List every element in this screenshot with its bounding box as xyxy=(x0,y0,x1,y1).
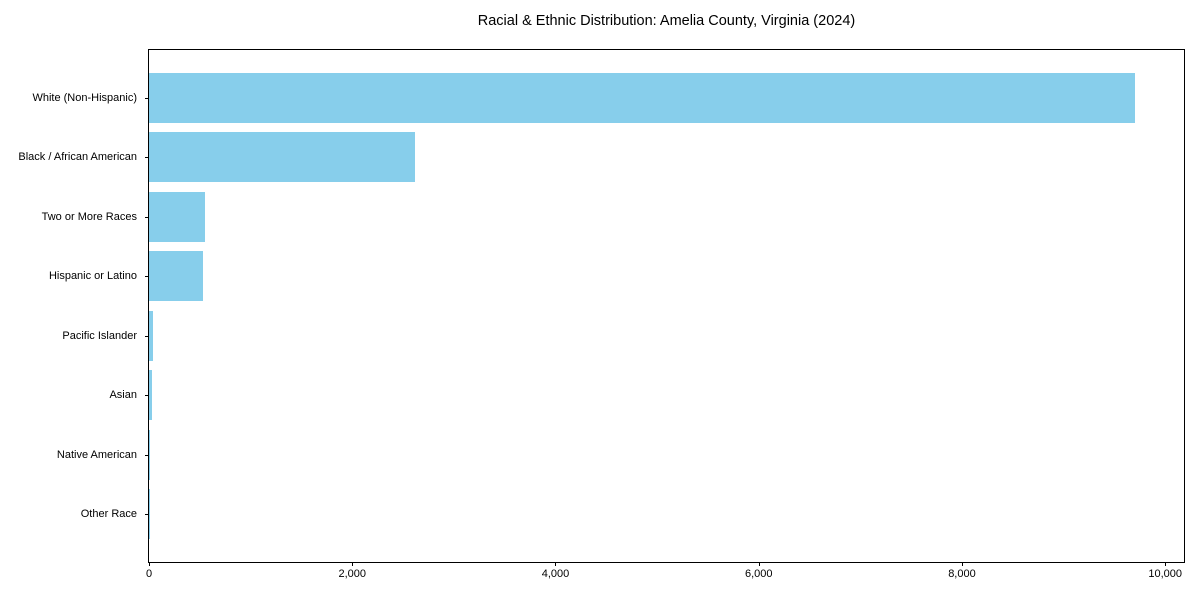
bar-row: White (Non-Hispanic) xyxy=(32,68,1184,128)
y-tick xyxy=(145,395,149,397)
y-axis-label: Native American xyxy=(56,448,137,461)
bar-row: Pacific Islander xyxy=(62,306,1184,366)
x-tick-label: 6,000 xyxy=(744,568,773,580)
y-axis-label: Hispanic or Latino xyxy=(48,270,137,283)
bar-row: Other Race xyxy=(81,485,1184,545)
y-tick xyxy=(145,97,149,99)
y-axis-label: Black / African American xyxy=(18,151,137,164)
x-tick-label: 8,000 xyxy=(948,568,976,580)
bar xyxy=(149,251,203,302)
bar xyxy=(149,191,205,242)
x-tick xyxy=(352,562,354,566)
x-tick-label: 2,000 xyxy=(338,568,366,580)
y-tick xyxy=(145,157,149,159)
y-axis-label: Asian xyxy=(109,389,137,402)
x-tick xyxy=(758,562,760,566)
plot-area: White (Non-Hispanic) Black / African Amer… xyxy=(18,49,1185,580)
bar-row: Hispanic or Latino xyxy=(49,247,1184,307)
bar xyxy=(149,429,151,480)
x-tick-label: 4,000 xyxy=(541,568,570,580)
y-tick xyxy=(145,335,149,337)
bar-row: Native American xyxy=(57,425,1184,485)
bar-row: Two or More Races xyxy=(42,187,1184,247)
bar xyxy=(149,72,1135,123)
x-tick-label: 10,000 xyxy=(1148,568,1183,580)
chart-title: Racial & Ethnic Distribution: Amelia Cou… xyxy=(477,13,856,29)
x-tick xyxy=(1165,562,1167,566)
bar-row: Black / African American xyxy=(18,128,1184,188)
x-tick xyxy=(149,562,150,566)
y-axis-label: Pacific Islander xyxy=(62,329,137,342)
y-tick xyxy=(145,514,149,516)
y-tick xyxy=(145,276,149,278)
bar xyxy=(149,370,153,421)
x-tick xyxy=(555,562,557,566)
y-axis-label: Other Race xyxy=(80,508,137,521)
x-tick xyxy=(961,562,963,566)
x-tick-label: 0 xyxy=(145,568,153,580)
bar xyxy=(149,132,416,183)
y-tick xyxy=(145,454,149,456)
bars-container: White (Non-Hispanic) Black / African Amer… xyxy=(18,68,1184,545)
y-tick xyxy=(145,216,149,218)
bar xyxy=(149,310,153,361)
y-axis-label: Two or More Races xyxy=(41,210,137,223)
y-axis-label: White (Non-Hispanic) xyxy=(32,91,137,104)
bar-row: Asian xyxy=(109,366,1184,426)
